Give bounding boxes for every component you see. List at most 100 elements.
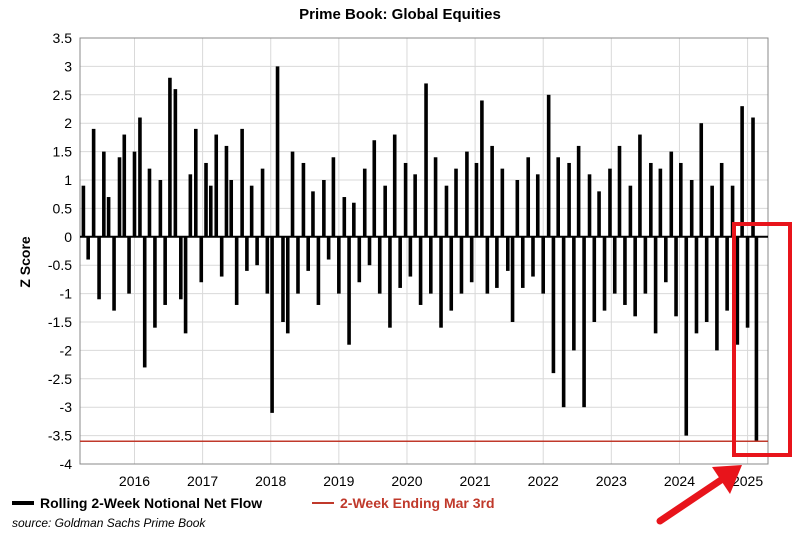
data-bar (168, 77, 172, 237)
data-bar (684, 236, 689, 436)
data-bar (485, 236, 490, 294)
data-bar (592, 236, 597, 322)
data-bar (296, 236, 300, 294)
data-bar (735, 236, 740, 345)
data-bar (398, 236, 402, 288)
data-bar (408, 236, 413, 277)
data-bar (357, 236, 362, 283)
data-bar (91, 128, 96, 237)
data-bar (551, 236, 556, 374)
data-bar (306, 236, 310, 271)
source-note: source: Goldman Sachs Prime Book (12, 516, 206, 530)
data-bar (469, 236, 474, 283)
data-bar (643, 236, 648, 294)
data-bar (725, 236, 729, 311)
y-tick-label: 2.5 (53, 87, 73, 103)
axes: 3.5 3 2.5 2 1.5 1 0.5 0 -0.5 -1 -1.5 -2 -2.5 -3 -3.5 -4… (48, 30, 769, 489)
data-bar (81, 185, 86, 237)
data-bar (740, 106, 744, 237)
data-bar (214, 134, 219, 237)
data-bar (444, 185, 449, 237)
highlight-box (732, 222, 792, 457)
y-tick-label: -3.5 (48, 428, 72, 444)
data-bar (173, 89, 178, 237)
data-bar (674, 236, 678, 317)
arrow-annotation (656, 465, 742, 525)
data-bar (754, 236, 759, 442)
data-bar (449, 236, 454, 311)
y-tick-label: 1.5 (53, 144, 73, 160)
data-bar (531, 236, 535, 277)
data-bar (710, 185, 714, 237)
x-tick-label: 2017 (187, 473, 218, 489)
data-bar (188, 174, 193, 237)
data-bar (331, 157, 336, 237)
series-bars (81, 66, 759, 442)
data-bar (520, 236, 525, 288)
data-bar (270, 236, 274, 413)
data-bar (183, 236, 188, 334)
data-bar (669, 151, 674, 237)
data-bar (495, 236, 499, 288)
data-bar (301, 162, 306, 237)
data-bar (208, 185, 213, 237)
plot-frame (79, 37, 769, 465)
data-bar (582, 236, 586, 408)
data-bar (106, 197, 111, 237)
data-bar (112, 236, 116, 311)
data-bar (281, 236, 285, 322)
data-bar (229, 180, 234, 237)
data-bar (367, 236, 372, 266)
data-bar (474, 162, 479, 237)
data-bar (715, 236, 719, 351)
data-bar (179, 236, 183, 300)
data-bar (567, 162, 571, 237)
data-bar (490, 145, 494, 237)
y-tick-label: -4 (60, 456, 73, 472)
y-tick-label: -0.5 (48, 257, 72, 273)
data-bar (535, 174, 540, 237)
data-bar (347, 236, 351, 345)
data-bar (199, 236, 204, 283)
data-bar (510, 236, 515, 322)
data-bar (556, 157, 560, 237)
data-bar (158, 180, 163, 237)
data-bar (392, 134, 397, 237)
data-bar (102, 151, 106, 237)
data-bar (413, 174, 417, 237)
data-bar (679, 162, 683, 237)
y-tick-label: -1 (60, 286, 73, 302)
y-tick-label: 2 (64, 115, 72, 131)
data-bar (465, 151, 469, 237)
data-bar (163, 236, 167, 305)
data-bar (664, 236, 668, 283)
data-bar (541, 236, 546, 294)
data-bar (265, 236, 270, 294)
data-bar (505, 236, 510, 271)
data-bar (653, 236, 658, 334)
data-bar (337, 236, 341, 294)
data-bar (623, 236, 627, 305)
data-bar (526, 157, 531, 237)
data-bar (290, 151, 295, 237)
x-tick-label: 2018 (255, 473, 286, 489)
data-bar (459, 236, 464, 294)
data-bar (704, 236, 709, 322)
legend-item-series: Rolling 2-Week Notional Net Flow (12, 495, 262, 511)
y-tick-label: 1 (64, 172, 72, 188)
data-bar (383, 185, 387, 237)
chart-title: Prime Book: Global Equities (299, 6, 501, 23)
data-bar (424, 83, 428, 237)
data-bar (249, 185, 254, 237)
data-bar (572, 236, 576, 351)
x-tick-label: 2019 (323, 473, 354, 489)
data-bar (602, 236, 607, 311)
data-bar (316, 236, 321, 305)
data-bar (122, 134, 127, 237)
data-bar (694, 236, 699, 334)
x-tick-label: 2020 (391, 473, 422, 489)
data-bar (480, 100, 484, 237)
y-tick-label: 0 (64, 229, 72, 245)
y-tick-label: 3 (64, 58, 72, 74)
